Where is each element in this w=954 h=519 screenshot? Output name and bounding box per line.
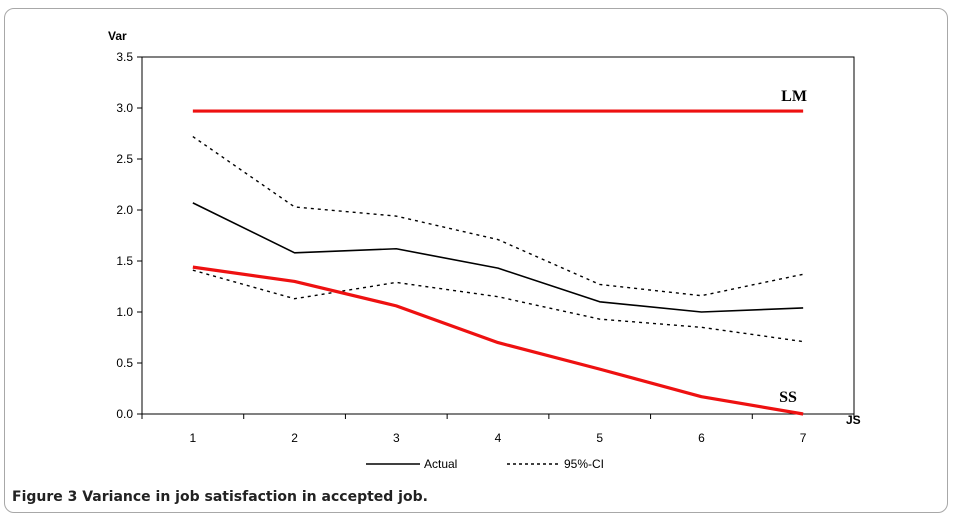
y-tick-label: 1.5 [116, 254, 133, 268]
series-1-point [192, 136, 193, 137]
x-tick-label: 2 [291, 431, 298, 445]
series-line-0 [192, 202, 804, 313]
series-4-point [803, 413, 804, 414]
plot-area [141, 56, 855, 415]
y-tick-label: 3.5 [116, 50, 133, 64]
series-3-point [294, 110, 295, 111]
series-0-point [497, 268, 498, 269]
series-line-4 [192, 265, 804, 416]
series-3-point [396, 110, 397, 111]
legend-ci-label: 95%-CI [564, 457, 604, 471]
annotation-lm: LM [781, 88, 807, 105]
series-0-point [803, 307, 804, 308]
y-tick-label: 2.5 [116, 152, 133, 166]
x-tick-label: 6 [698, 431, 705, 445]
series-3-point [192, 110, 193, 111]
series-2-point [396, 282, 397, 283]
series-4-point [294, 281, 295, 282]
x-tick-label: 1 [190, 431, 197, 445]
series-3-point [803, 110, 804, 111]
series-0-point [701, 311, 702, 312]
series-3-point [701, 110, 702, 111]
line-chart: 0.0 0.5 1.0 1.5 2.0 2.5 3.0 3.5 1 2 3 4 5 6 7 Var JS LM S… [108, 29, 861, 471]
legend-actual-label: Actual [424, 457, 457, 471]
series-2-point [701, 327, 702, 328]
y-tick-label: 0.5 [116, 356, 133, 370]
series-line-1 [192, 135, 804, 297]
series-1-point [497, 239, 498, 240]
y-tick-label: 1.0 [116, 305, 133, 319]
x-tick-label: 4 [495, 431, 502, 445]
series-0-point [294, 252, 295, 253]
series-2-point [294, 298, 295, 299]
series-1-point [294, 206, 295, 207]
series-4-point [497, 342, 498, 343]
series-1-point [701, 295, 702, 296]
figure-caption: Figure 3 Variance in job satisfaction in… [12, 489, 428, 505]
y-axis-label: Var [108, 29, 127, 43]
series-3-point [497, 110, 498, 111]
series-0-point [396, 248, 397, 249]
series-2-point [192, 270, 193, 271]
series-4-point [599, 369, 600, 370]
series-2-point [599, 319, 600, 320]
x-axis-label: JS [846, 413, 861, 427]
x-tick-label: 3 [393, 431, 400, 445]
annotation-ss: SS [779, 389, 797, 406]
y-tick-label: 3.0 [116, 101, 133, 115]
series-4-point [701, 396, 702, 397]
y-tick-label: 0.0 [116, 407, 133, 421]
series-0-point [192, 202, 193, 203]
series-1-point [599, 284, 600, 285]
figure-frame [4, 8, 948, 513]
series-1-point [803, 274, 804, 275]
series-3-point [599, 110, 600, 111]
x-tick-label: 5 [596, 431, 603, 445]
series-4-point [396, 305, 397, 306]
series-0-point [599, 301, 600, 302]
series-4-point [192, 267, 193, 268]
y-tick-label: 2.0 [116, 203, 133, 217]
series-2-point [497, 296, 498, 297]
series-line-2 [192, 269, 804, 343]
series-1-point [396, 216, 397, 217]
series-2-point [803, 341, 804, 342]
x-tick-label: 7 [800, 431, 807, 445]
